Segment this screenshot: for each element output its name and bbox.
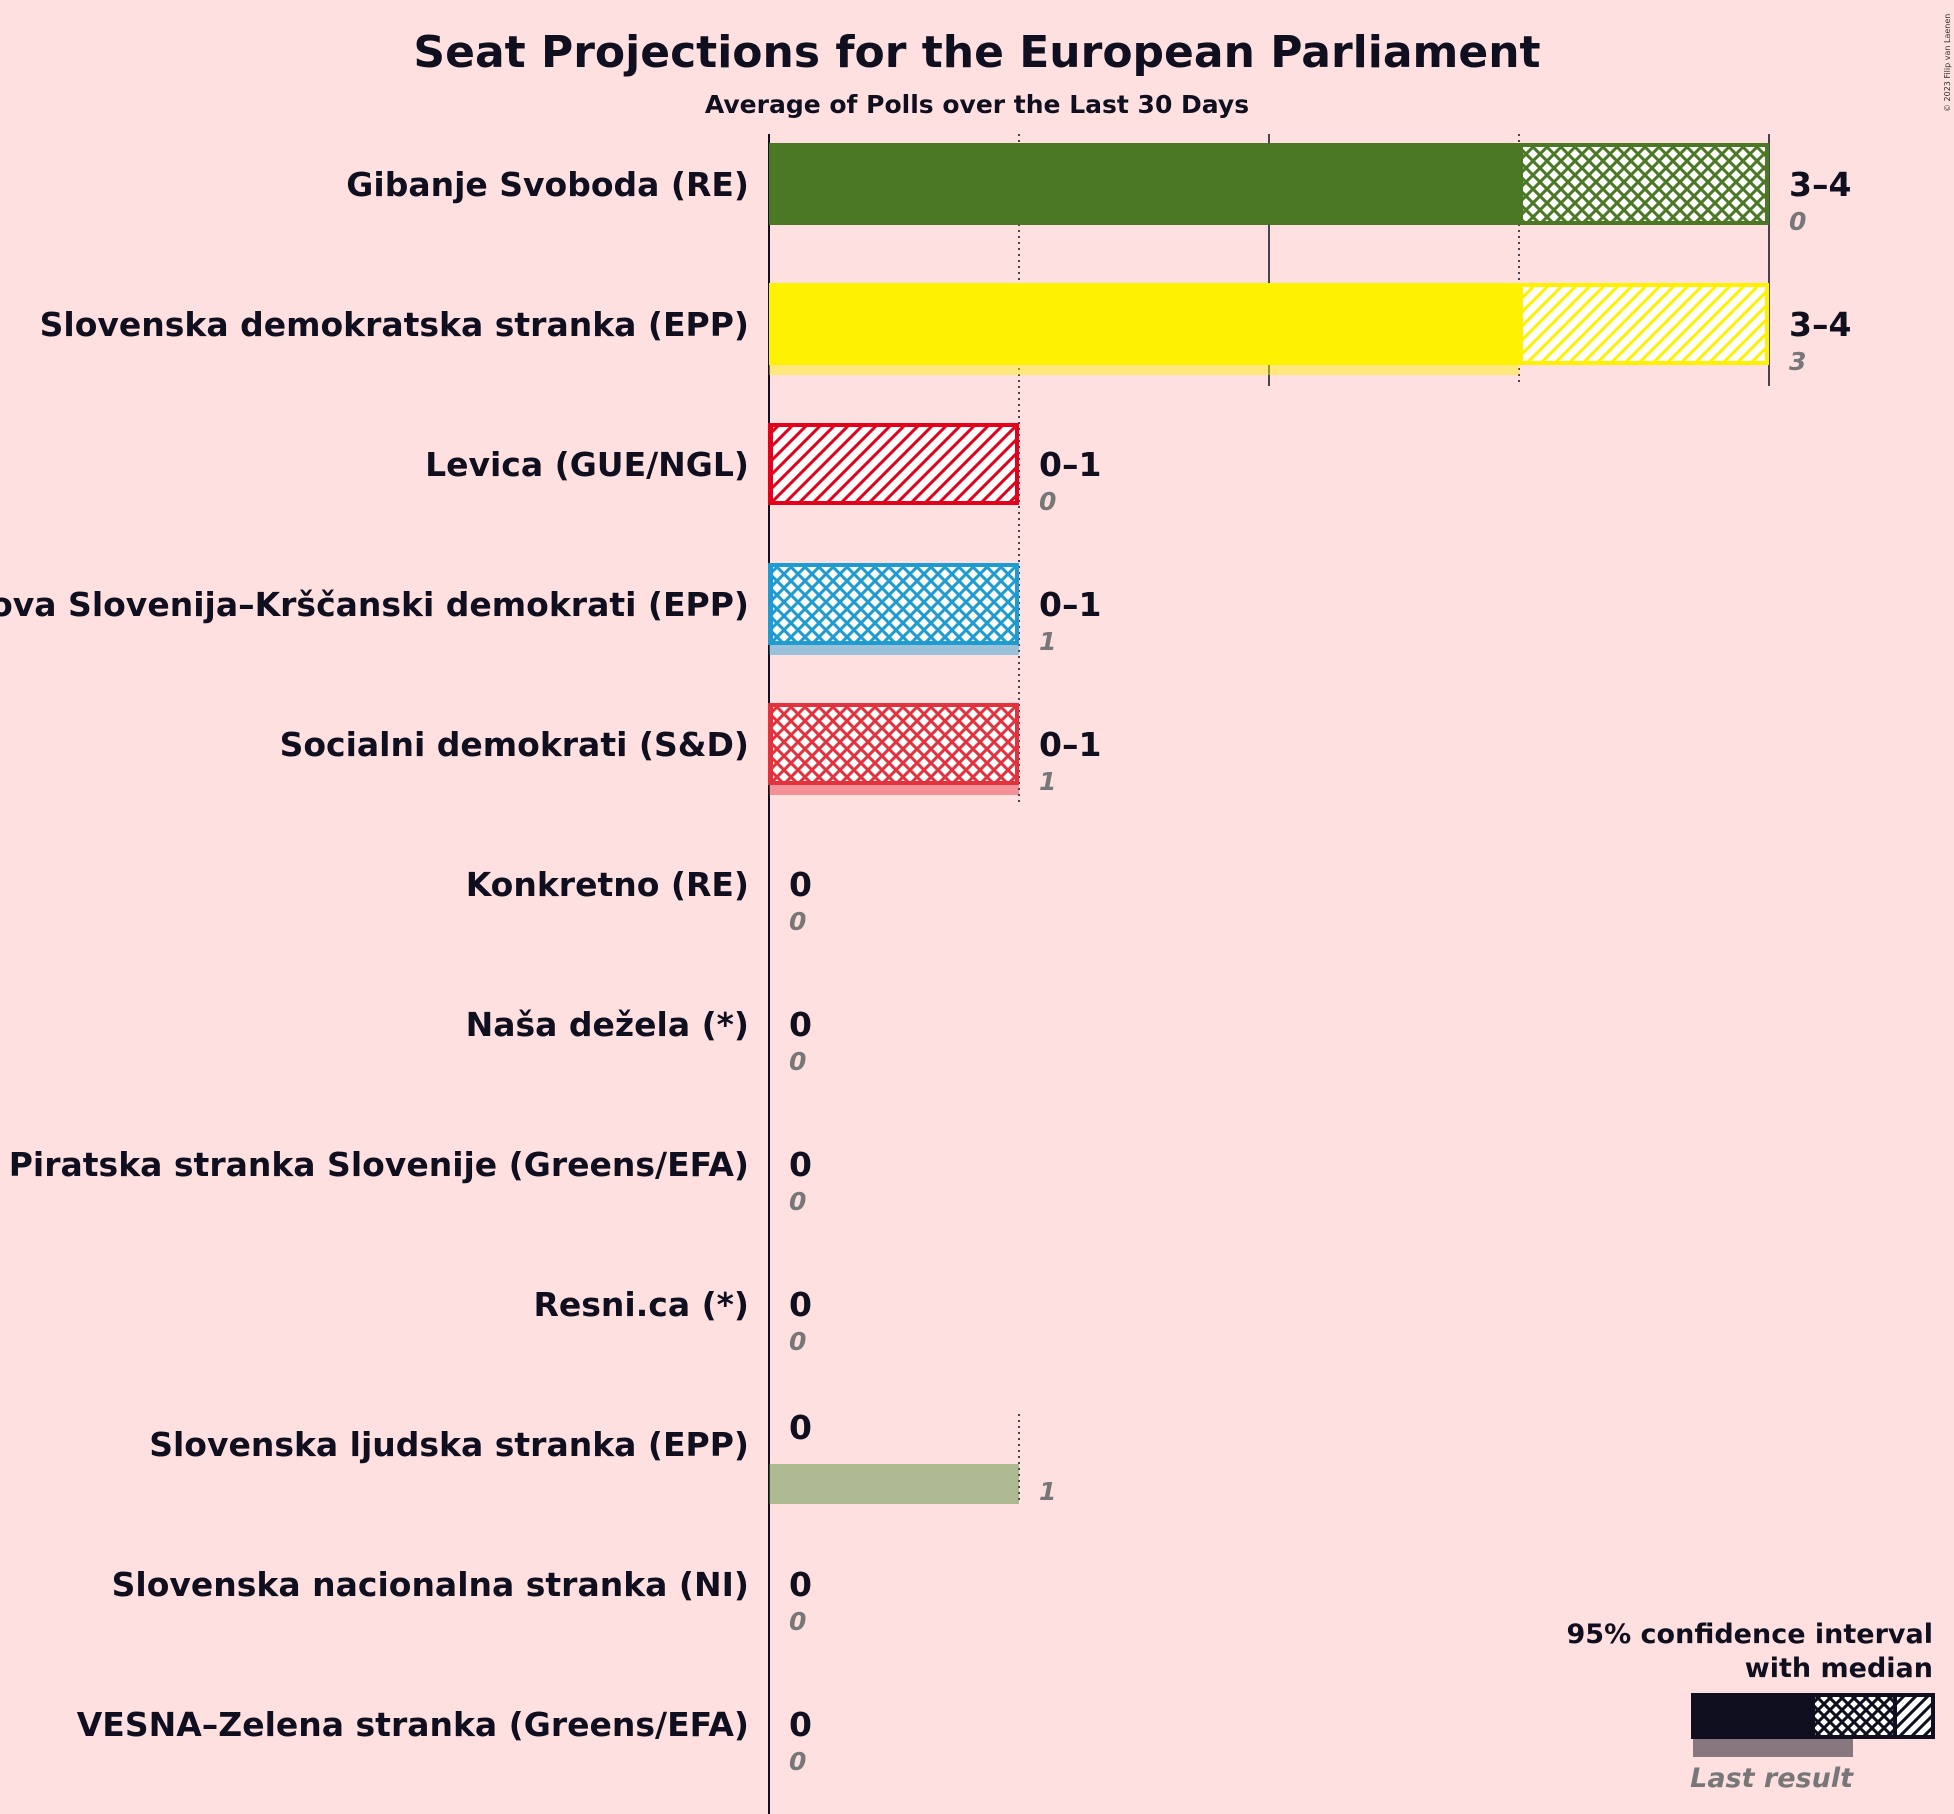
party-label: Slovenska demokratska stranka (EPP) [40, 305, 749, 344]
party-label: Piratska stranka Slovenije (Greens/EFA) [9, 1145, 749, 1184]
party-row: Socialni demokrati (S&D) 0–1 1 [280, 703, 1101, 796]
interval-hatched-bar [769, 703, 1019, 785]
last-result-label: 1 [1039, 767, 1056, 796]
interval-hatched-bar [1519, 283, 1769, 365]
party-label: Slovenska nacionalna stranka (NI) [112, 1565, 749, 1604]
legend-last-swatch [1693, 1735, 1853, 1757]
legend-swatch [1691, 1693, 1935, 1757]
party-label: Socialni demokrati (S&D) [280, 725, 749, 764]
interval-hatched-bar [769, 563, 1019, 645]
legend-last-result: Last result [1690, 1763, 1854, 1794]
legend-line-1: 95% confidence interval [1567, 1619, 1933, 1650]
range-label: 0 [789, 865, 812, 904]
copyright-note: © 2023 Filip van Laenen [1943, 14, 1952, 112]
last-result-label: 0 [789, 1747, 806, 1776]
party-row: Slovenska nacionalna stranka (NI) 0 0 [112, 1565, 812, 1636]
interval-solid-bar [769, 283, 1519, 365]
last-result-label: 0 [1789, 207, 1806, 236]
range-label: 0–1 [1039, 725, 1101, 764]
party-row: Slovenska ljudska stranka (EPP) 0 1 [149, 1408, 1056, 1506]
party-row: Gibanje Svoboda (RE) 3–4 0 [346, 143, 1851, 236]
last-result-label: 0 [1039, 487, 1056, 516]
interval-solid-bar [769, 143, 1519, 225]
last-result-label: 0 [789, 1187, 806, 1216]
range-label: 0–1 [1039, 585, 1101, 624]
last-result-label: 1 [1039, 627, 1056, 656]
party-label: Gibanje Svoboda (RE) [346, 165, 749, 204]
party-label: Levica (GUE/NGL) [425, 445, 749, 484]
party-label: Slovenska ljudska stranka (EPP) [149, 1425, 749, 1464]
range-label: 0 [789, 1145, 812, 1184]
last-result-label: 0 [789, 1607, 806, 1636]
last-result-label: 0 [789, 1327, 806, 1356]
range-label: 0–1 [1039, 445, 1101, 484]
last-result-label: 1 [1039, 1477, 1056, 1506]
range-label: 3–4 [1789, 165, 1851, 204]
party-rows: Gibanje Svoboda (RE) 3–4 0 Slovenska demokr… [0, 143, 1851, 1776]
party-row: Piratska stranka Slovenije (Greens/EFA) 0… [9, 1145, 812, 1216]
range-label: 0 [789, 1285, 812, 1324]
range-label: 3–4 [1789, 305, 1851, 344]
party-row: Naša dežela (*) 0 0 [466, 1005, 812, 1076]
legend-solid-swatch [1691, 1693, 1813, 1739]
party-row: Levica (GUE/NGL) 0–1 0 [425, 423, 1101, 516]
chart-title: Seat Projections for the European Parlia… [413, 27, 1540, 78]
interval-hatched-bar [769, 423, 1019, 505]
party-label: VESNA–Zelena stranka (Greens/EFA) [77, 1705, 749, 1744]
legend-cross-swatch [1811, 1693, 1897, 1739]
party-label: Nova Slovenija–Krščanski demokrati (EPP) [0, 585, 749, 624]
party-row: Slovenska demokratska stranka (EPP) 3–4 3 [40, 283, 1851, 376]
range-label: 0 [789, 1408, 812, 1447]
legend: 95% confidence interval with median Last… [1567, 1619, 1935, 1794]
legend-line-2: with median [1745, 1653, 1933, 1684]
range-label: 0 [789, 1705, 812, 1744]
party-row: Konkretno (RE) 0 0 [466, 865, 812, 936]
last-result-bar [769, 1464, 1019, 1504]
legend-diag-swatch [1893, 1693, 1935, 1739]
chart-subtitle: Average of Polls over the Last 30 Days [705, 90, 1249, 119]
range-label: 0 [789, 1005, 812, 1044]
interval-hatched-bar [1519, 143, 1769, 225]
party-label: Naša dežela (*) [466, 1005, 749, 1044]
party-label: Konkretno (RE) [466, 865, 749, 904]
last-result-label: 3 [1789, 347, 1806, 376]
last-result-label: 0 [789, 907, 806, 936]
party-row: VESNA–Zelena stranka (Greens/EFA) 0 0 [77, 1705, 812, 1776]
last-result-label: 0 [789, 1047, 806, 1076]
party-row: Nova Slovenija–Krščanski demokrati (EPP)… [0, 563, 1101, 656]
party-row: Resni.ca (*) 0 0 [533, 1285, 811, 1356]
gridlines [768, 134, 1770, 1814]
party-label: Resni.ca (*) [533, 1285, 749, 1324]
range-label: 0 [789, 1565, 812, 1604]
